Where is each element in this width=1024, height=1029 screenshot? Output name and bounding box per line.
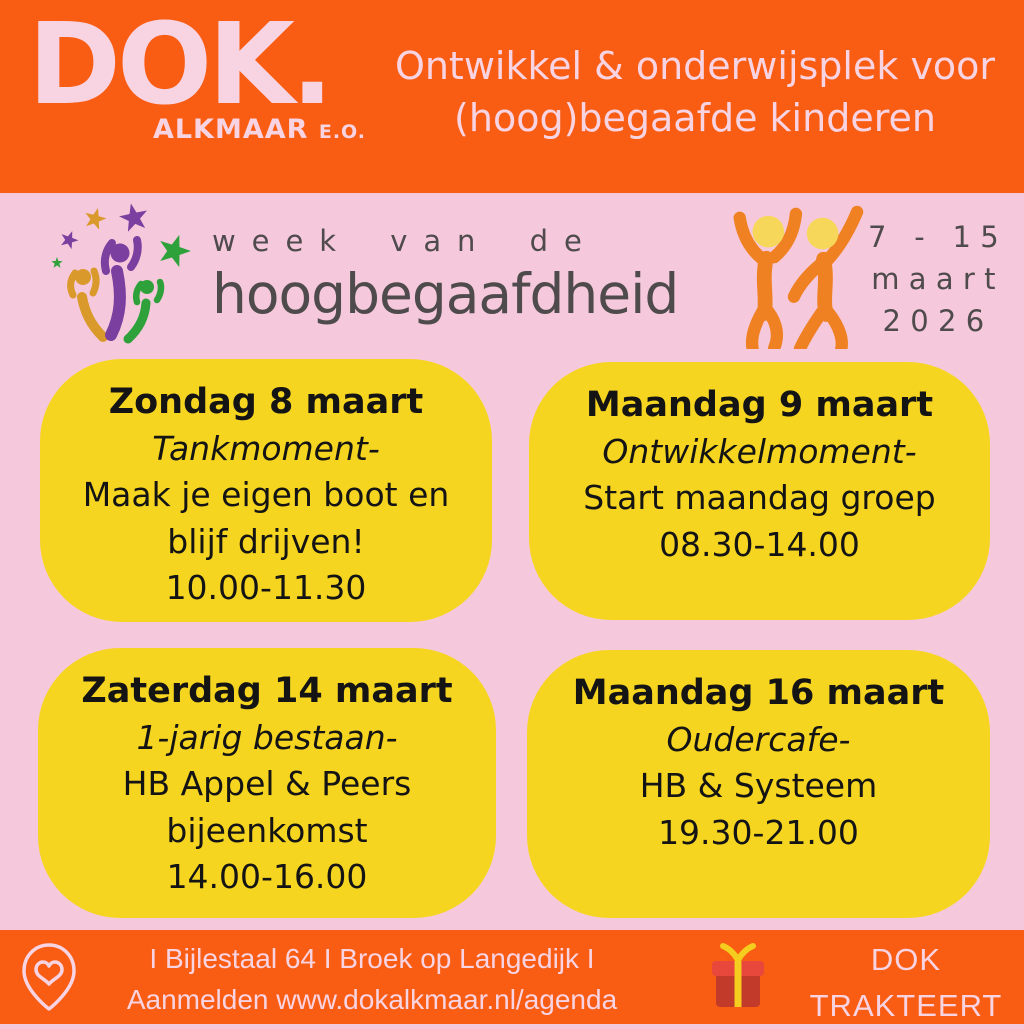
event-card-description: HB Appel & Peers bijeenkomst bbox=[122, 764, 412, 850]
event-card-description: Maak je eigen boot en blijf drijven! bbox=[82, 475, 450, 561]
address-line-2: Aanmelden www.dokalkmaar.nl/agenda bbox=[126, 984, 618, 1016]
footer-bar: I Bijlestaal 64 I Broek op Langedijk I A… bbox=[0, 930, 1024, 1024]
event-card-maandag-9-maart: Maandag 9 maart Ontwikkelmoment- Start m… bbox=[529, 362, 990, 620]
gift-icon bbox=[712, 943, 764, 1007]
event-card-subtitle: Oudercafe- bbox=[666, 720, 851, 760]
header-tagline: Ontwikkel & onderwijsplek voor (hoog)beg… bbox=[378, 40, 1012, 145]
heart-icon bbox=[34, 960, 64, 986]
event-card-maandag-16-maart: Maandag 16 maart Oudercafe- HB & Systeem… bbox=[527, 650, 990, 918]
event-card-zondag-8-maart: Zondag 8 maart Tankmoment- Maak je eigen… bbox=[40, 359, 492, 622]
event-card-time: 08.30-14.00 bbox=[659, 524, 860, 564]
event-week-title-top: week van de bbox=[212, 224, 598, 258]
event-dates-range: 7 - 15 bbox=[868, 220, 1008, 254]
footer-promo: DOK TRAKTEERT bbox=[800, 937, 1012, 1029]
footer-address: I Bijlestaal 64 I Broek op Langedijk I A… bbox=[82, 938, 662, 1021]
event-dates-year: 2026 bbox=[882, 304, 994, 339]
event-card-subtitle: Ontwikkelmoment- bbox=[602, 432, 917, 472]
event-card-description: HB & Systeem bbox=[639, 766, 878, 806]
event-card-title: Maandag 9 maart bbox=[585, 385, 934, 425]
header-bar: DOK. ALKMAAR E.O. Ontwikkel & onderwijsp… bbox=[0, 0, 1024, 193]
event-week-dates: 7 - 15 maart 2026 bbox=[862, 216, 1014, 342]
promo-line-2: TRAKTEERT bbox=[809, 987, 1003, 1023]
dancing-figures-icon bbox=[733, 205, 864, 349]
promo-line-1: DOK bbox=[870, 942, 942, 977]
event-card-zaterdag-14-maart: Zaterdag 14 maart 1-jarig bestaan- HB Ap… bbox=[38, 648, 496, 918]
dok-logo-region-text: ALKMAAR bbox=[152, 114, 309, 146]
event-card-subtitle: Tankmoment- bbox=[152, 429, 380, 469]
event-week-title: week van de hoogbegaafdheid bbox=[212, 224, 679, 326]
event-card-subtitle: 1-jarig bestaan- bbox=[136, 718, 398, 758]
event-dates-month: maart bbox=[871, 262, 1005, 297]
tagline-line-1: Ontwikkel & onderwijsplek voor bbox=[394, 44, 996, 88]
event-card-time: 14.00-16.00 bbox=[166, 856, 368, 896]
location-pin-icon bbox=[22, 943, 76, 1011]
event-card-description: Start maandag groep bbox=[583, 478, 936, 518]
tagline-line-2: (hoog)begaafde kinderen bbox=[454, 96, 936, 141]
stars-figures-logo-icon bbox=[51, 203, 191, 344]
event-card-time: 19.30-21.00 bbox=[658, 812, 859, 852]
event-card-time: 10.00-11.30 bbox=[165, 567, 367, 607]
dok-logo: DOK. ALKMAAR E.O. bbox=[28, 0, 366, 146]
dok-logo-wordmark: DOK. bbox=[28, 0, 334, 130]
dok-logo-region: ALKMAAR E.O. bbox=[28, 114, 366, 145]
dok-logo-region-suffix: E.O. bbox=[318, 121, 366, 144]
address-line-1: I Bijlestaal 64 I Broek op Langedijk I bbox=[149, 943, 595, 974]
event-card-title: Maandag 16 maart bbox=[572, 673, 945, 713]
event-card-title: Zondag 8 maart bbox=[108, 382, 424, 422]
event-week-title-main: hoogbegaafdheid bbox=[212, 262, 679, 326]
event-card-title: Zaterdag 14 maart bbox=[81, 671, 453, 711]
